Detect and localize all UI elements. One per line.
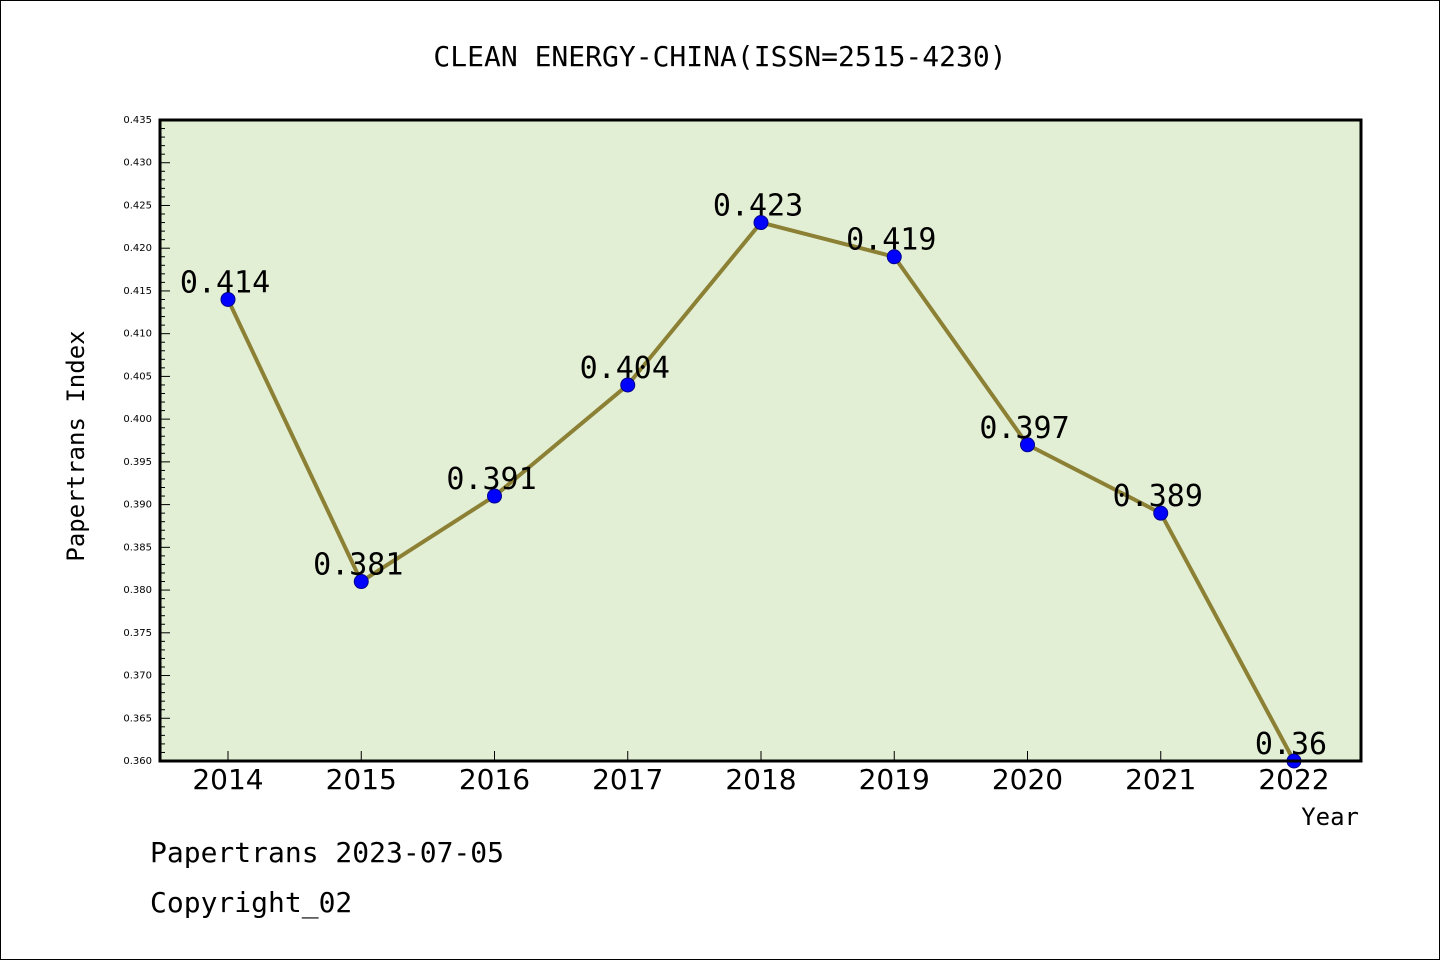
y-tick-label: 0.435 (123, 115, 152, 126)
y-tick-label: 0.405 (123, 371, 152, 382)
x-tick-label: 2021 (1125, 763, 1196, 796)
x-tick-label: 2018 (725, 763, 796, 796)
y-tick-label: 0.420 (123, 243, 152, 254)
data-label: 0.419 (846, 223, 936, 258)
y-axis-label: Papertrans Index (62, 330, 90, 561)
data-point (620, 377, 636, 393)
x-axis-label: Year (1301, 803, 1359, 831)
y-tick-label: 0.375 (123, 628, 152, 639)
y-tick-label: 0.430 (123, 158, 152, 169)
y-tick-label: 0.380 (123, 585, 152, 596)
x-tick-label: 2015 (326, 763, 397, 796)
data-point (1153, 505, 1169, 521)
data-label: 0.36 (1255, 727, 1327, 762)
y-tick-label: 0.370 (123, 671, 152, 682)
data-label: 0.414 (180, 265, 270, 300)
y-tick-label: 0.425 (123, 200, 152, 211)
y-tick-label: 0.360 (123, 756, 152, 767)
data-label: 0.397 (979, 411, 1069, 446)
x-tick-label: 2014 (192, 763, 263, 796)
data-point (487, 488, 502, 504)
data-point (886, 249, 902, 265)
data-point (353, 574, 369, 590)
y-tick-label: 0.400 (123, 414, 152, 425)
y-tick-label: 0.390 (123, 500, 152, 511)
y-tick-label: 0.410 (123, 329, 152, 340)
chart-title: CLEAN ENERGY-CHINA(ISSN=2515-4230) (433, 40, 1006, 73)
y-tick-label: 0.395 (123, 457, 152, 468)
y-tick-label: 0.415 (123, 286, 152, 297)
footer-date-text: Papertrans 2023-07-05 (150, 836, 505, 869)
data-label: 0.381 (313, 548, 403, 583)
y-tick-label: 0.365 (123, 713, 152, 724)
y-tick-label: 0.385 (123, 542, 152, 553)
data-label: 0.391 (446, 462, 536, 497)
series-line-group (220, 215, 1302, 769)
data-label: 0.423 (713, 189, 803, 224)
x-tick-label: 2016 (459, 763, 530, 796)
data-point (220, 291, 236, 307)
plot-border (158, 118, 1363, 763)
x-tick-label: 2019 (859, 763, 930, 796)
data-point (753, 215, 769, 231)
x-axis: 2014 2015 2016 2017 2018 2019 2020 2021 2022 (192, 751, 1330, 796)
copyright-text: Copyright_02 (150, 886, 353, 919)
data-point (1020, 437, 1035, 453)
y-axis: 0.360 0.365 0.370 0.375 0.380 0.385 0.390 0.395… (123, 115, 170, 767)
data-label-group: 0.414 0.381 0.391 0.404 0.423 0.419 0.397 0.389… (180, 189, 1327, 762)
x-tick-label: 2020 (992, 763, 1063, 796)
x-tick-label: 2017 (592, 763, 663, 796)
data-label: 0.404 (580, 351, 670, 386)
data-label: 0.389 (1113, 479, 1203, 514)
